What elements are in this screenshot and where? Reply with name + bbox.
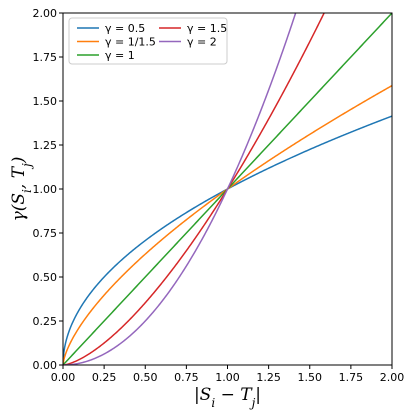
legend-label: γ = 2 [187, 36, 217, 49]
legend-label: γ = 1 [105, 49, 135, 62]
y-tick-label: 0.25 [33, 315, 58, 328]
series-line-2 [63, 84, 392, 365]
ticks-layer: 0.00 0.25 0.50 0.75 1.00 1.25 1.50 1.75 2.00 0.00… [33, 7, 405, 384]
x-tick-label: 2.00 [380, 371, 405, 384]
legend-frame [68, 17, 228, 65]
y-tick-label: 1.50 [33, 95, 58, 108]
series-line-5 [63, 13, 297, 365]
x-tick-label: 1.75 [339, 371, 364, 384]
y-tick-label: 1.25 [33, 139, 58, 152]
legend-label: γ = 1/1.5 [105, 36, 156, 49]
x-tick-label: 0.25 [92, 371, 117, 384]
x-tick-label: 1.50 [298, 371, 323, 384]
y-tick-label: 0.00 [33, 359, 58, 372]
y-tick-label: 2.00 [33, 7, 58, 20]
y-axis-label: γ(Si, Tj) [9, 157, 34, 222]
series-line-1 [63, 115, 392, 365]
x-axis-label: |Si − Tj| [194, 385, 261, 410]
x-tick-label: 0.50 [133, 371, 158, 384]
y-tick-label: 0.75 [33, 227, 58, 240]
x-tick-label: 1.25 [256, 371, 281, 384]
x-tick-label: 0.00 [51, 371, 76, 384]
legend-label: γ = 1.5 [187, 22, 227, 35]
y-tick-label: 1.75 [33, 51, 58, 64]
x-tick-label: 0.75 [174, 371, 199, 384]
y-tick-label: 1.00 [33, 183, 58, 196]
y-tick-label: 0.50 [33, 271, 58, 284]
x-tick-label: 1.00 [215, 371, 240, 384]
series-layer [63, 13, 392, 365]
legend-label: γ = 0.5 [105, 22, 145, 35]
legend: γ = 0.5γ = 1/1.5γ = 1 γ = 1.5γ = 2 [68, 17, 228, 65]
